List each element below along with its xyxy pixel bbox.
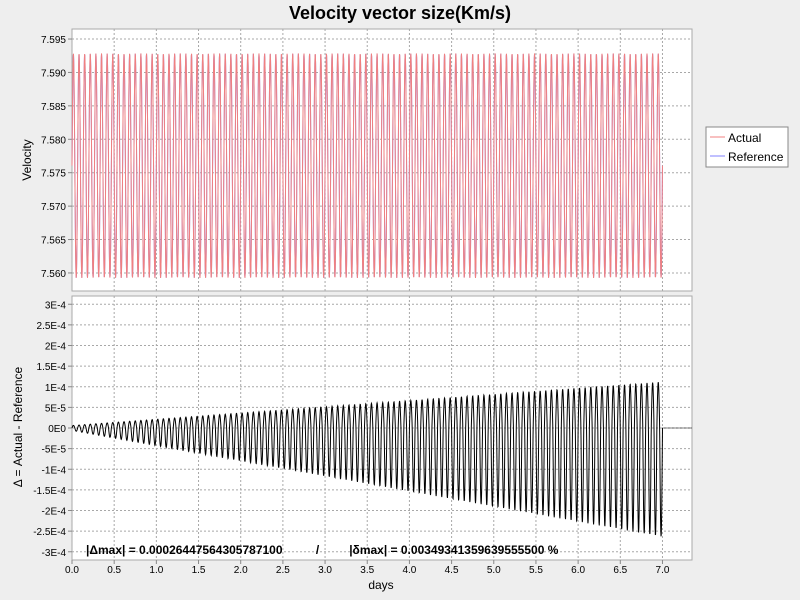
bottom-y-tick-label: -2E-4 xyxy=(42,507,67,518)
bottom-y-axis-label: Δ = Actual - Reference xyxy=(11,366,25,487)
top-y-tick-label: 7.580 xyxy=(41,135,66,146)
top-y-axis: 7.595 7.590 7.585 7.580 7.575 7.570 7.565 7.560 xyxy=(41,35,72,280)
x-tick-label: 1.5 xyxy=(192,565,206,576)
legend-label-reference: Reference xyxy=(728,150,784,164)
delta-max-annotation: |Δmax| = 0.00026447564305787100 / |δmax|… xyxy=(86,543,559,557)
top-y-tick-label: 7.590 xyxy=(41,68,66,79)
bottom-y-tick-label: 1.5E-4 xyxy=(37,362,67,373)
top-y-tick-label: 7.560 xyxy=(41,269,66,280)
x-tick-label: 7.0 xyxy=(656,565,670,576)
bottom-y-tick-label: -5E-5 xyxy=(42,445,67,456)
x-axis: 0.0 0.5 1.0 1.5 2.0 2.5 3.0 3.5 4.0 4.5 5.0 5.5 6.0 6… xyxy=(65,560,670,576)
legend-label-actual: Actual xyxy=(728,131,761,145)
bottom-y-tick-label: -3E-4 xyxy=(42,548,67,559)
bottom-y-tick-label: 5E-5 xyxy=(45,403,67,414)
x-tick-label: 3.5 xyxy=(360,565,374,576)
bottom-y-tick-label: 1E-4 xyxy=(45,383,67,394)
bottom-y-axis: 3E-4 2.5E-4 2E-4 1.5E-4 1E-4 5E-5 0E0 -5E-5 -1E-… xyxy=(33,300,72,559)
x-tick-label: 4.5 xyxy=(445,565,459,576)
legend: Actual Reference xyxy=(705,126,789,168)
chart-title: Velocity vector size(Km/s) xyxy=(289,3,511,23)
x-tick-label: 4.0 xyxy=(402,565,416,576)
x-tick-label: 2.0 xyxy=(234,565,248,576)
bottom-y-tick-label: 2E-4 xyxy=(45,342,67,353)
series-actual-line xyxy=(71,53,663,278)
x-tick-label: 2.5 xyxy=(276,565,290,576)
x-tick-label: 0.0 xyxy=(65,565,79,576)
series-delta-line xyxy=(71,382,663,537)
top-y-tick-label: 7.565 xyxy=(41,236,66,247)
x-axis-label: days xyxy=(368,578,393,592)
x-tick-label: 6.5 xyxy=(613,565,627,576)
x-tick-label: 6.0 xyxy=(571,565,585,576)
bottom-series xyxy=(71,382,692,537)
top-series xyxy=(71,53,663,278)
bottom-y-tick-label: -2.5E-4 xyxy=(33,527,66,538)
bottom-y-tick-label: -1.5E-4 xyxy=(33,486,66,497)
top-y-tick-label: 7.570 xyxy=(41,202,66,213)
x-tick-label: 0.5 xyxy=(107,565,121,576)
bottom-y-tick-label: 3E-4 xyxy=(45,300,67,311)
top-y-tick-label: 7.585 xyxy=(41,102,66,113)
x-tick-label: 1.0 xyxy=(149,565,163,576)
x-tick-label: 5.0 xyxy=(487,565,501,576)
top-y-tick-label: 7.575 xyxy=(41,169,66,180)
top-y-axis-label: Velocity xyxy=(20,139,34,180)
bottom-y-tick-label: -1E-4 xyxy=(42,465,67,476)
top-y-tick-label: 7.595 xyxy=(41,35,66,46)
x-tick-label: 3.0 xyxy=(318,565,332,576)
bottom-y-tick-label: 2.5E-4 xyxy=(37,321,67,332)
bottom-y-tick-label: 0E0 xyxy=(48,424,66,435)
x-tick-label: 5.5 xyxy=(529,565,543,576)
